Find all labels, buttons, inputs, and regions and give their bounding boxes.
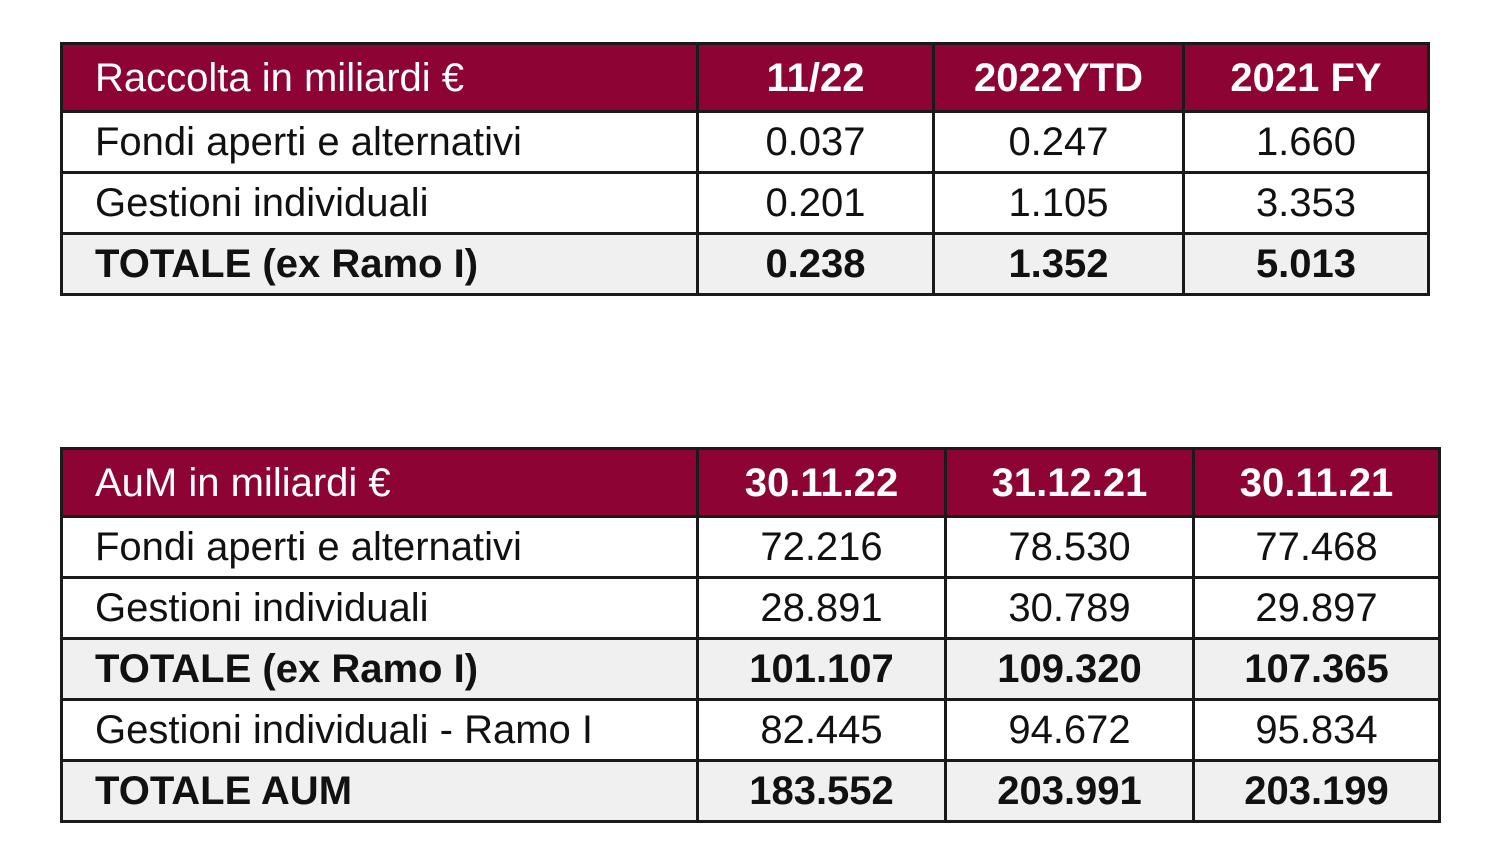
row-value: 94.672 [944, 698, 1195, 762]
row-label: Fondi aperti e alternativi [60, 515, 699, 579]
grand-total-value: 203.199 [1192, 759, 1441, 823]
aum-header-col-2: 31.12.21 [944, 447, 1195, 518]
total-value: 0.238 [696, 232, 935, 296]
aum-header-col-1: 30.11.22 [696, 447, 947, 518]
table-row: Gestioni individuali 28.891 30.789 29.89… [60, 576, 1441, 640]
raccolta-header-row: Raccolta in miliardi € 11/22 2022YTD 202… [60, 42, 1430, 113]
total-value: 109.320 [944, 637, 1195, 701]
total-value: 101.107 [696, 637, 947, 701]
aum-table: AuM in miliardi € 30.11.22 31.12.21 30.1… [60, 447, 1441, 823]
row-value: 95.834 [1192, 698, 1441, 762]
row-value: 82.445 [696, 698, 947, 762]
row-value: 77.468 [1192, 515, 1441, 579]
raccolta-header-col-1: 11/22 [696, 42, 935, 113]
total-row: TOTALE (ex Ramo I) 0.238 1.352 5.013 [60, 232, 1430, 296]
raccolta-header-col-2: 2022YTD [932, 42, 1185, 113]
row-label: Gestioni individuali - Ramo I [60, 698, 699, 762]
aum-header-row: AuM in miliardi € 30.11.22 31.12.21 30.1… [60, 447, 1441, 518]
row-value: 78.530 [944, 515, 1195, 579]
grand-total-row: TOTALE AUM 183.552 203.991 203.199 [60, 759, 1441, 823]
raccolta-header-col-3: 2021 FY [1182, 42, 1430, 113]
table-row: Gestioni individuali - Ramo I 82.445 94.… [60, 698, 1441, 762]
total-label: TOTALE (ex Ramo I) [60, 232, 699, 296]
row-value: 30.789 [944, 576, 1195, 640]
total-value: 1.352 [932, 232, 1185, 296]
row-value: 0.037 [696, 110, 935, 174]
total-value: 107.365 [1192, 637, 1441, 701]
row-value: 1.660 [1182, 110, 1430, 174]
raccolta-header-label: Raccolta in miliardi € [60, 42, 699, 113]
total-value: 5.013 [1182, 232, 1430, 296]
total-row: TOTALE (ex Ramo I) 101.107 109.320 107.3… [60, 637, 1441, 701]
row-value: 28.891 [696, 576, 947, 640]
row-value: 0.247 [932, 110, 1185, 174]
row-value: 1.105 [932, 171, 1185, 235]
row-value: 72.216 [696, 515, 947, 579]
aum-header-col-3: 30.11.21 [1192, 447, 1441, 518]
total-label: TOTALE (ex Ramo I) [60, 637, 699, 701]
row-label: Fondi aperti e alternativi [60, 110, 699, 174]
grand-total-value: 183.552 [696, 759, 947, 823]
table-row: Gestioni individuali 0.201 1.105 3.353 [60, 171, 1430, 235]
aum-header-label: AuM in miliardi € [60, 447, 699, 518]
grand-total-label: TOTALE AUM [60, 759, 699, 823]
row-label: Gestioni individuali [60, 576, 699, 640]
row-value: 3.353 [1182, 171, 1430, 235]
table-row: Fondi aperti e alternativi 72.216 78.530… [60, 515, 1441, 579]
row-value: 29.897 [1192, 576, 1441, 640]
table-row: Fondi aperti e alternativi 0.037 0.247 1… [60, 110, 1430, 174]
grand-total-value: 203.991 [944, 759, 1195, 823]
raccolta-table: Raccolta in miliardi € 11/22 2022YTD 202… [60, 42, 1430, 296]
row-value: 0.201 [696, 171, 935, 235]
row-label: Gestioni individuali [60, 171, 699, 235]
